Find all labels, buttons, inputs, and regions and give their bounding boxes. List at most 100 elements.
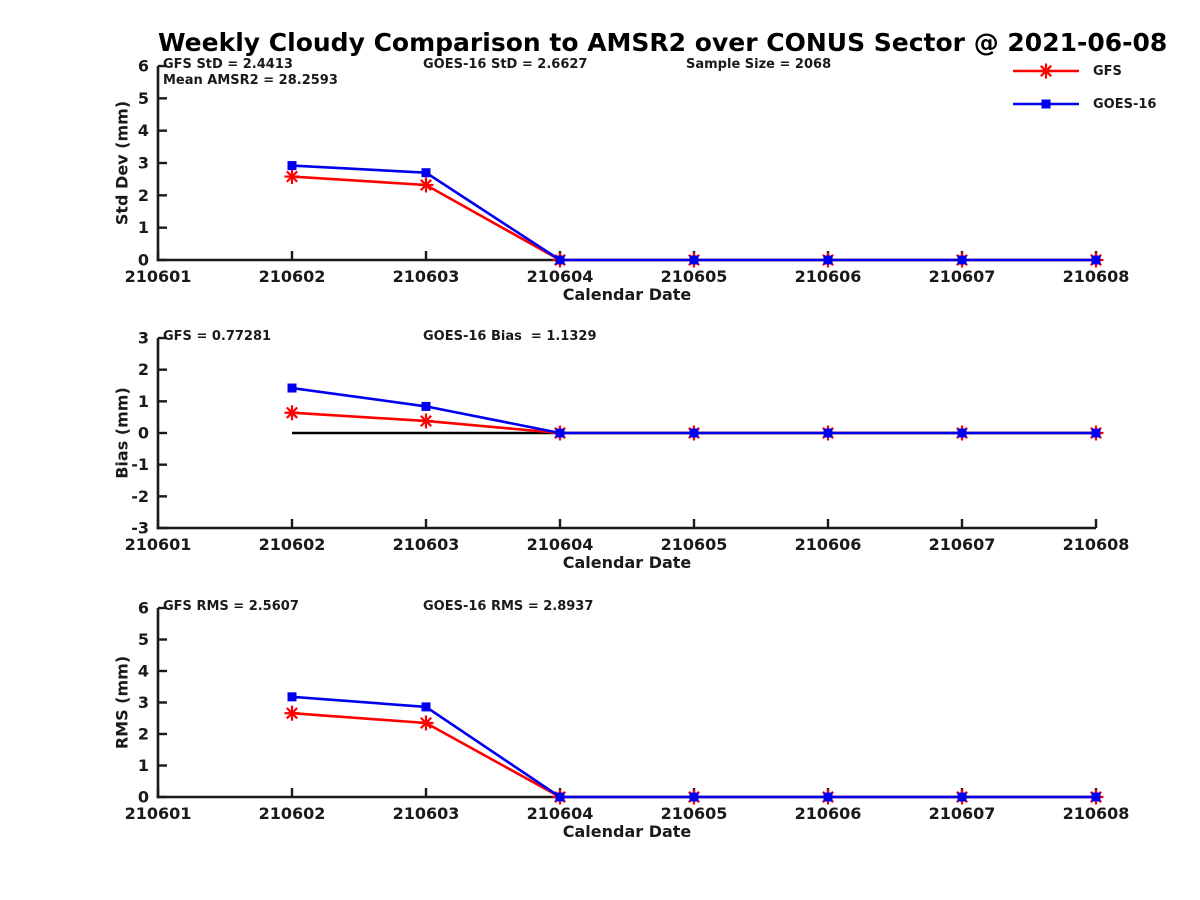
x-tick-label: 210601 <box>125 804 192 823</box>
y-axis-title: Bias (mm) <box>113 387 132 479</box>
legend-marker <box>1041 99 1051 109</box>
x-tick-label: 210605 <box>661 804 728 823</box>
gfs-marker <box>286 406 298 419</box>
goes-16-marker <box>823 792 833 802</box>
annotation: GOES-16 RMS = 2.8937 <box>423 599 593 614</box>
y-tick-label: 2 <box>138 360 149 379</box>
annotation: Sample Size = 2068 <box>686 57 831 72</box>
y-tick-label: 0 <box>138 251 149 270</box>
y-tick-label: -2 <box>131 487 149 506</box>
gfs-marker <box>420 414 432 427</box>
goes-16-marker <box>287 692 297 702</box>
y-tick-label: 5 <box>138 89 149 108</box>
annotation: GOES-16 StD = 2.6627 <box>423 57 587 72</box>
y-tick-label: 6 <box>138 599 149 618</box>
goes-16-marker <box>957 792 967 802</box>
y-tick-label: 0 <box>138 424 149 443</box>
annotation: GFS = 0.77281 <box>163 329 271 344</box>
annotation: GFS RMS = 2.5607 <box>163 599 299 614</box>
gfs-marker <box>420 716 432 729</box>
annotation: GFS StD = 2.4413 <box>163 57 293 72</box>
x-tick-label: 210601 <box>125 267 192 286</box>
x-tick-label: 210604 <box>527 535 594 554</box>
gfs-marker <box>286 707 298 720</box>
goes-16-marker <box>823 428 833 438</box>
x-tick-label: 210604 <box>527 267 594 286</box>
y-axis-title: RMS (mm) <box>113 656 132 749</box>
x-tick-label: 210603 <box>393 267 460 286</box>
series-line-goes-16 <box>291 164 1096 262</box>
y-tick-label: 1 <box>138 756 149 775</box>
y-tick-label: 4 <box>138 121 149 140</box>
goes-16-marker <box>555 255 565 265</box>
goes-16-marker <box>421 401 431 411</box>
gfs-marker <box>420 179 432 191</box>
legend-marker <box>1040 65 1052 77</box>
x-tick-label: 210608 <box>1063 804 1130 823</box>
series-line-gfs <box>291 175 1096 262</box>
y-tick-label: -1 <box>131 455 149 474</box>
y-axis-title: Std Dev (mm) <box>113 101 132 225</box>
x-tick-label: 210602 <box>259 267 326 286</box>
legend-label-gfs: GFS <box>1093 63 1122 79</box>
goes-16-marker <box>421 702 431 712</box>
y-tick-label: 3 <box>138 693 149 712</box>
goes-16-marker <box>823 255 833 265</box>
x-tick-label: 210606 <box>795 804 862 823</box>
x-tick-label: 210607 <box>929 267 996 286</box>
y-tick-label: 3 <box>138 329 149 348</box>
goes-16-marker <box>957 255 967 265</box>
goes16-line-square-icon <box>1013 99 1079 109</box>
legend: GFS GOES-16 <box>1011 60 1156 115</box>
goes-16-marker <box>555 428 565 438</box>
legend-item-goes16: GOES-16 <box>1011 93 1156 115</box>
series-line-goes-16 <box>291 695 1096 799</box>
goes-16-marker <box>287 383 297 393</box>
goes-16-marker <box>1091 792 1101 802</box>
goes-16-marker <box>1091 428 1101 438</box>
chart-bias: -3 -2 -1 0 1 2 3 210601 210602 210603 210604 210605… <box>113 329 1130 573</box>
annotation: Mean AMSR2 = 28.2593 <box>163 73 338 88</box>
chart-rms: 0 1 2 3 4 5 6 210601 210602 210603 210604 210605 210… <box>113 599 1130 842</box>
x-tick-label: 210603 <box>393 804 460 823</box>
x-tick-label: 210602 <box>259 804 326 823</box>
series-line-gfs <box>291 711 1096 799</box>
figure-title: Weekly Cloudy Comparison to AMSR2 over C… <box>158 28 1168 57</box>
gfs-marker <box>286 170 298 183</box>
annotation: GOES-16 Bias = 1.1329 <box>423 329 597 344</box>
x-tick-label: 210606 <box>795 267 862 286</box>
goes-16-marker <box>689 428 699 438</box>
legend-label-goes16: GOES-16 <box>1093 96 1157 112</box>
goes-16-marker <box>1091 255 1101 265</box>
goes-16-marker <box>689 792 699 802</box>
x-tick-label: 210608 <box>1063 267 1130 286</box>
y-tick-label: 4 <box>138 662 149 681</box>
x-tick-label: 210603 <box>393 535 460 554</box>
x-tick-label: 210602 <box>259 535 326 554</box>
x-axis-title: Calendar Date <box>563 822 692 841</box>
y-tick-label: -3 <box>131 519 149 538</box>
y-tick-label: 1 <box>138 218 149 237</box>
x-tick-label: 210608 <box>1063 535 1130 554</box>
goes-16-marker <box>287 161 297 171</box>
y-tick-label: 2 <box>138 725 149 744</box>
gfs-line-asterisk-icon <box>1013 63 1079 79</box>
x-tick-label: 210604 <box>527 804 594 823</box>
x-axis-title: Calendar Date <box>563 285 692 304</box>
x-tick-label: 210601 <box>125 535 192 554</box>
goes-16-marker <box>957 428 967 438</box>
x-axis-title: Calendar Date <box>563 553 692 572</box>
legend-item-gfs: GFS <box>1011 60 1156 82</box>
x-tick-label: 210606 <box>795 535 862 554</box>
y-tick-label: 6 <box>138 57 149 76</box>
x-tick-label: 210607 <box>929 535 996 554</box>
y-tick-label: 2 <box>138 186 149 205</box>
goes-16-marker <box>555 792 565 802</box>
y-tick-label: 5 <box>138 630 149 649</box>
y-tick-label: 1 <box>138 392 149 411</box>
x-tick-label: 210605 <box>661 267 728 286</box>
chart-std-dev: 0 1 2 3 4 5 6 210601 210602 210603 210604 210605 210… <box>113 57 1130 305</box>
y-tick-label: 0 <box>138 788 149 807</box>
